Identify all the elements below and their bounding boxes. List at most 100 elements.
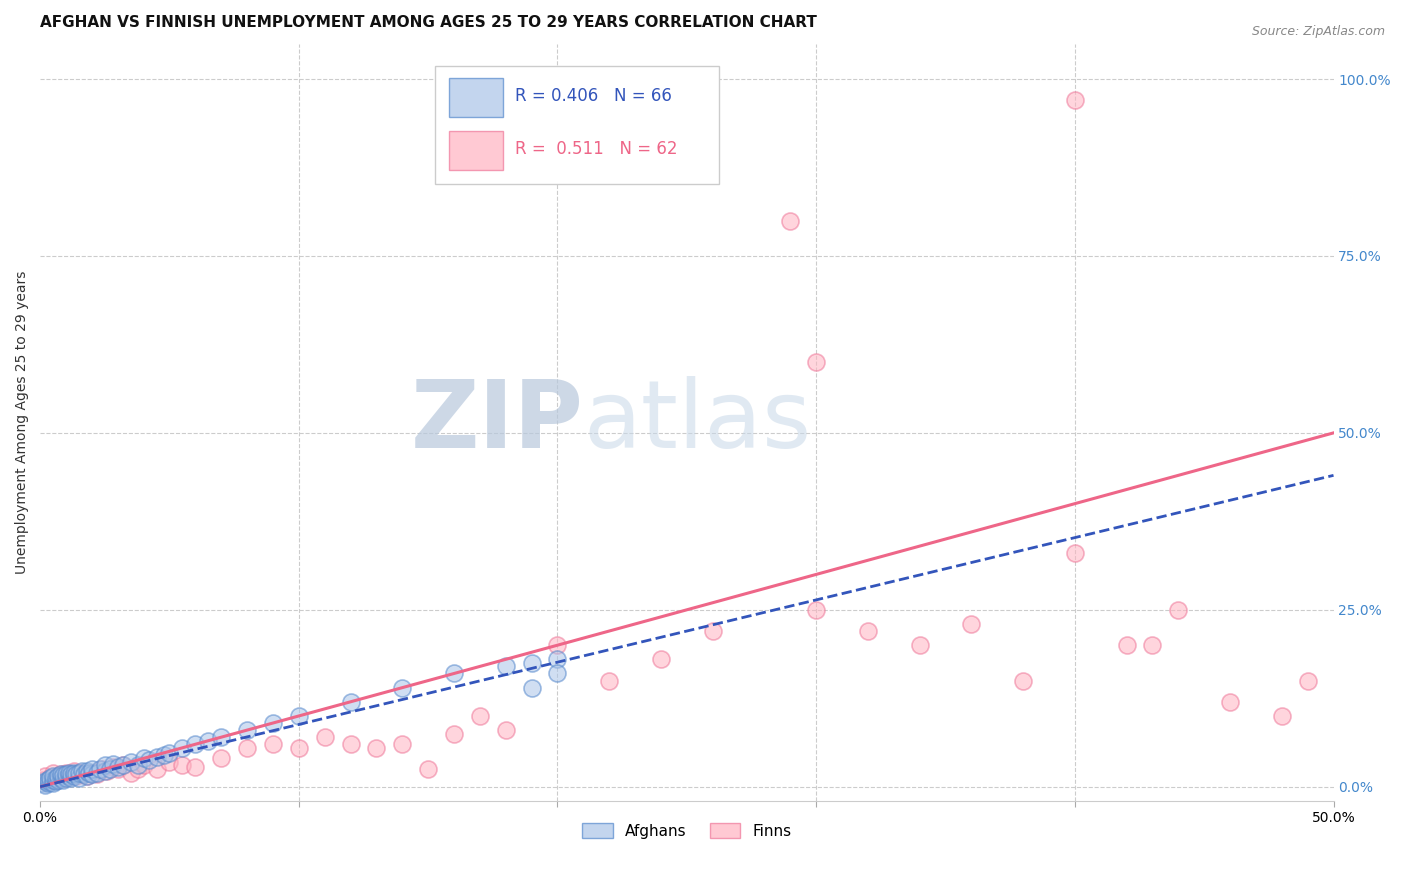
Afghans [42, 776, 65, 790]
Finns [804, 355, 827, 369]
Finns [1012, 673, 1035, 688]
Afghans [58, 769, 80, 783]
Afghans [60, 767, 83, 781]
Finns [209, 751, 232, 765]
Afghans [101, 757, 124, 772]
Finns [65, 769, 87, 783]
Afghans [34, 774, 56, 789]
Afghans [76, 769, 98, 783]
Afghans [94, 764, 117, 779]
Afghans [339, 695, 361, 709]
Afghans [77, 765, 100, 780]
Text: R = 0.406   N = 66: R = 0.406 N = 66 [515, 87, 672, 105]
Finns [184, 760, 207, 774]
Finns [779, 213, 801, 227]
FancyBboxPatch shape [434, 66, 718, 184]
Afghans [107, 760, 129, 774]
Afghans [73, 767, 96, 781]
Finns [1167, 603, 1189, 617]
Text: AFGHAN VS FINNISH UNEMPLOYMENT AMONG AGES 25 TO 29 YEARS CORRELATION CHART: AFGHAN VS FINNISH UNEMPLOYMENT AMONG AGE… [41, 15, 817, 30]
Afghans [495, 659, 517, 673]
Finns [31, 772, 53, 787]
Finns [55, 765, 77, 780]
Finns [49, 767, 72, 781]
Finns [91, 762, 114, 776]
Finns [37, 774, 59, 789]
Afghans [98, 762, 121, 776]
Afghans [52, 772, 75, 787]
Finns [1219, 695, 1241, 709]
Finns [1296, 673, 1319, 688]
Finns [86, 767, 108, 781]
Finns [107, 762, 129, 776]
Afghans [80, 767, 103, 781]
Afghans [31, 776, 53, 790]
Afghans [67, 765, 90, 780]
Finns [58, 769, 80, 783]
Afghans [76, 764, 98, 779]
Finns [443, 726, 465, 740]
Afghans [55, 771, 77, 785]
Finns [1115, 638, 1137, 652]
Afghans [94, 758, 117, 772]
Text: R =  0.511   N = 62: R = 0.511 N = 62 [515, 140, 678, 158]
Afghans [62, 769, 84, 783]
Finns [1271, 709, 1294, 723]
Finns [70, 767, 93, 781]
Finns [650, 652, 672, 666]
Finns [34, 769, 56, 783]
Finns [468, 709, 491, 723]
Afghans [60, 771, 83, 785]
Finns [46, 769, 69, 783]
FancyBboxPatch shape [449, 131, 503, 170]
Finns [314, 730, 336, 744]
Finns [127, 762, 149, 776]
Afghans [159, 746, 181, 760]
Afghans [546, 666, 568, 681]
Finns [62, 764, 84, 779]
Finns [495, 723, 517, 738]
Afghans [236, 723, 259, 738]
Afghans [520, 681, 543, 695]
Finns [120, 765, 142, 780]
Finns [1142, 638, 1164, 652]
Finns [42, 765, 65, 780]
Afghans [111, 758, 134, 772]
Afghans [209, 730, 232, 744]
Afghans [520, 656, 543, 670]
Finns [339, 737, 361, 751]
Afghans [80, 762, 103, 776]
Finns [52, 771, 75, 785]
Afghans [34, 778, 56, 792]
Finns [101, 760, 124, 774]
Afghans [37, 772, 59, 787]
Afghans [127, 758, 149, 772]
Finns [159, 755, 181, 769]
Afghans [62, 765, 84, 780]
Afghans [37, 776, 59, 790]
Finns [67, 765, 90, 780]
Finns [598, 673, 620, 688]
Finns [856, 624, 879, 638]
Afghans [42, 772, 65, 787]
Finns [702, 624, 724, 638]
Finns [804, 603, 827, 617]
Afghans [67, 771, 90, 785]
Afghans [45, 771, 67, 785]
Finns [366, 740, 388, 755]
Finns [236, 740, 259, 755]
Afghans [262, 716, 284, 731]
Text: ZIP: ZIP [411, 376, 583, 468]
Afghans [443, 666, 465, 681]
Afghans [55, 767, 77, 781]
Afghans [65, 767, 87, 781]
Finns [262, 737, 284, 751]
Afghans [49, 771, 72, 785]
Finns [391, 737, 413, 751]
Afghans [120, 755, 142, 769]
Finns [60, 767, 83, 781]
Afghans [58, 765, 80, 780]
Finns [111, 758, 134, 772]
Afghans [197, 733, 219, 747]
Afghans [145, 750, 167, 764]
